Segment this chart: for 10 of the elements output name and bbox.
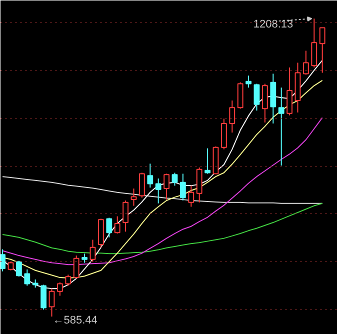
candlestick xyxy=(229,100,236,134)
candlestick xyxy=(155,178,162,204)
candlestick xyxy=(130,188,137,206)
candlestick xyxy=(294,62,301,113)
annotation: 1208.13 xyxy=(253,18,294,31)
candlestick xyxy=(48,288,55,318)
candlestick xyxy=(180,173,186,202)
annotation: ←585.44 xyxy=(52,314,98,327)
candlestick xyxy=(278,87,284,166)
candlestick xyxy=(270,73,276,124)
